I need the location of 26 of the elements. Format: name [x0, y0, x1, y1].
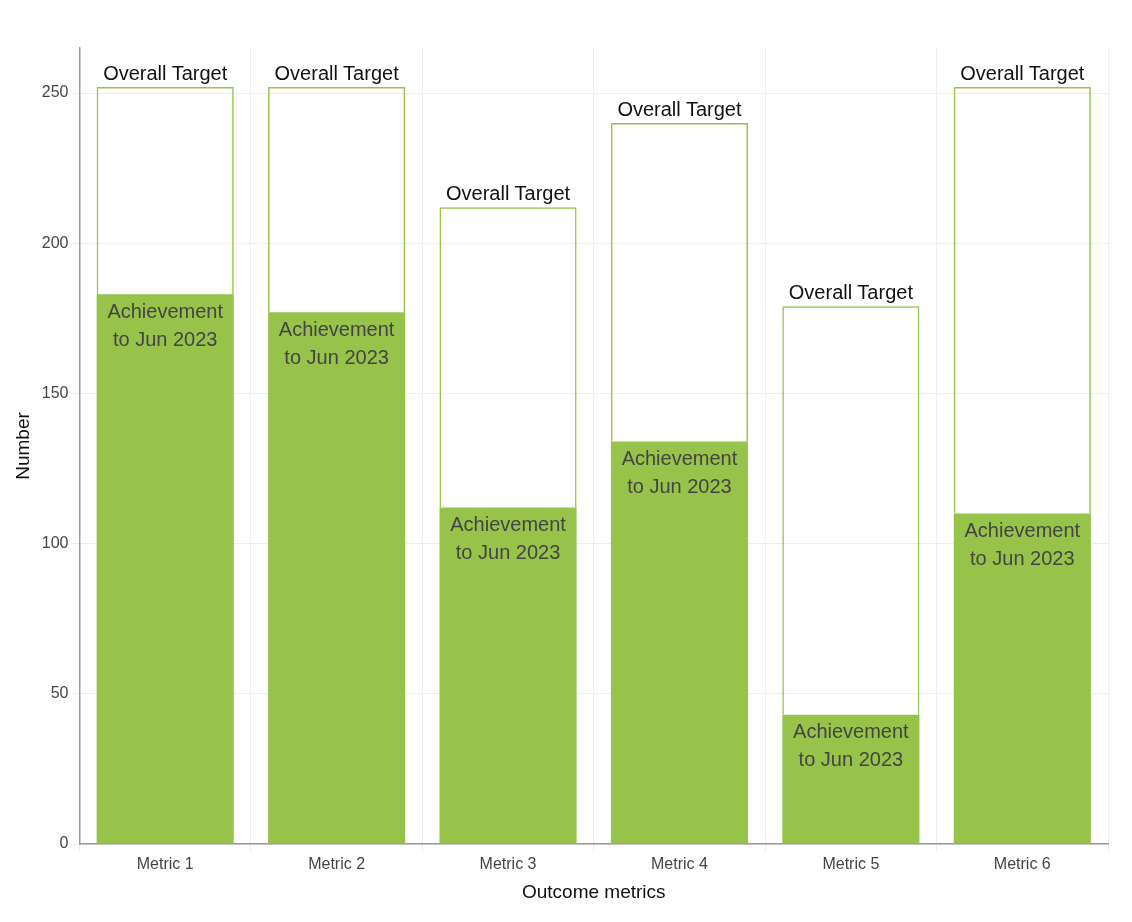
text: Overall Target	[617, 97, 742, 120]
x-tick-label: Metric 1	[136, 855, 194, 873]
y-tick-label: 0	[59, 834, 69, 852]
x-tick-label: Metric 5	[822, 855, 880, 873]
text: Achievement to Jun 2023	[107, 299, 224, 350]
text: Achievement to Jun 2023	[964, 519, 1081, 570]
y-tick-label: 250	[41, 83, 69, 101]
y-axis-title: Number	[11, 411, 33, 480]
y-tick-label: 200	[41, 233, 69, 251]
text: Achievement to Jun 2023	[278, 317, 395, 368]
text: Achievement to Jun 2023	[450, 513, 566, 564]
text: Overall Target	[960, 61, 1085, 84]
x-tick-label: Metric 4	[651, 855, 708, 873]
text: Achievement to Jun 2023	[621, 447, 738, 498]
x-tick-label: Metric 6	[993, 855, 1051, 873]
x-tick-label: Metric 3	[479, 855, 537, 873]
series-label: Achievement to Jun 2023	[793, 720, 910, 771]
x-tick-label: Metric 2	[308, 855, 366, 873]
y-tick-label: 150	[41, 383, 69, 401]
y-tick-label: 50	[50, 684, 69, 702]
y-tick-label: 100	[41, 534, 69, 552]
text: Overall Target	[788, 280, 913, 303]
text: Overall Target	[274, 61, 399, 84]
text: Overall Target	[103, 61, 228, 84]
series-label: Overall Target	[445, 181, 571, 204]
x-axis-title: Outcome metrics	[521, 880, 666, 902]
